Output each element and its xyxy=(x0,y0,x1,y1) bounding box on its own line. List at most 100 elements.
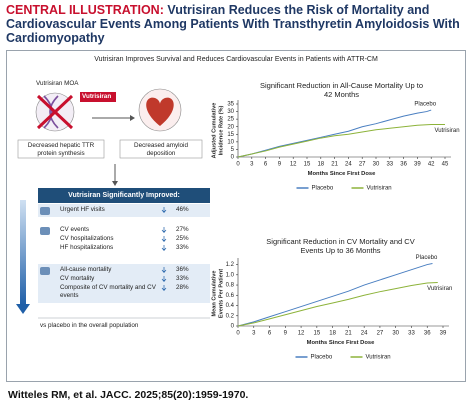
item-value: 36% xyxy=(176,266,189,273)
citation: Witteles RM, et al. JACC. 2025;85(20):19… xyxy=(8,389,249,401)
x-tick-label: 30 xyxy=(373,162,380,168)
down-icon xyxy=(161,227,167,234)
x-tick-label: 21 xyxy=(345,331,352,337)
series-line xyxy=(237,263,433,327)
y-tick-label: 0.6 xyxy=(226,293,235,299)
y-axis-label: Mean Cumulative Events Per Patient xyxy=(211,268,225,319)
x-tick-label: 12 xyxy=(290,162,297,168)
y-tick-label: 1.0 xyxy=(226,272,235,278)
chart-title: Significant Reduction in All-Cause Morta… xyxy=(260,81,423,99)
x-tick-label: 6 xyxy=(268,331,272,337)
drug-tag xyxy=(80,92,116,102)
x-tick-label: 9 xyxy=(284,331,288,337)
x-tick-label: 27 xyxy=(359,162,366,168)
down-icon xyxy=(161,245,167,252)
item-value: 33% xyxy=(176,275,189,282)
x-tick-label: 0 xyxy=(236,331,240,337)
item-label: CV events xyxy=(60,226,90,233)
y-tick-label: 0.2 xyxy=(226,313,235,319)
chart-title: Significant Reduction in CV Mortality an… xyxy=(266,237,415,255)
x-tick-label: 39 xyxy=(440,331,447,337)
group-icon xyxy=(40,227,50,235)
legend-label: Vutrisiran xyxy=(366,355,391,361)
x-tick-label: 9 xyxy=(278,162,282,168)
y-tick-label: 0.4 xyxy=(226,303,235,309)
x-tick-label: 0 xyxy=(236,162,240,168)
trend-arrow xyxy=(20,200,26,305)
item-value: 46% xyxy=(176,206,189,213)
effect-box xyxy=(17,139,105,159)
legend-label: Vutrisiran xyxy=(367,186,392,192)
item-label: Composite of CV mortality and CV events xyxy=(60,284,156,299)
down-icon xyxy=(161,267,167,274)
y-tick-label: 0 xyxy=(231,324,235,330)
x-tick-label: 15 xyxy=(304,162,311,168)
effect-box xyxy=(119,139,203,159)
note: vs placebo in the overall population xyxy=(40,322,139,329)
group-bg xyxy=(38,264,210,303)
series-line xyxy=(237,281,438,327)
down-icon xyxy=(161,207,167,214)
y-tick-label: 5 xyxy=(231,147,235,153)
block-x xyxy=(36,94,74,130)
x-tick-label: 15 xyxy=(314,331,321,337)
item-value: 28% xyxy=(176,284,189,291)
x-tick-label: 18 xyxy=(329,331,336,337)
drug-label: Vutrisiran xyxy=(82,93,112,100)
legend-label: Placebo xyxy=(311,355,333,361)
item-value: 27% xyxy=(176,226,189,233)
x-tick-label: 33 xyxy=(386,162,393,168)
effect: Decreased amyloid deposition xyxy=(134,142,188,157)
x-tick-label: 18 xyxy=(317,162,324,168)
x-tick-label: 33 xyxy=(408,331,415,337)
x-axis-label: Months Since First Dose xyxy=(306,340,375,346)
moa-title: Vutrisiran MOA xyxy=(36,80,79,87)
y-tick-label: 0 xyxy=(231,155,235,161)
x-tick-label: 36 xyxy=(424,331,431,337)
item-label: CV hospitalizations xyxy=(60,235,114,242)
trend-arrowhead xyxy=(16,304,30,314)
x-tick-label: 42 xyxy=(428,162,435,168)
group-bg xyxy=(38,224,210,255)
x-tick-label: 24 xyxy=(361,331,368,337)
x-tick-label: 30 xyxy=(392,331,399,337)
x-tick-label: 6 xyxy=(264,162,268,168)
down-icon xyxy=(161,285,167,292)
x-axis-label: Months Since First Dose xyxy=(307,171,376,177)
series-line xyxy=(237,109,432,158)
moa-arrowhead xyxy=(130,115,135,121)
group-bg xyxy=(38,204,210,217)
group-icon xyxy=(40,267,50,275)
item-label: HF hospitalizations xyxy=(60,244,114,251)
item-label: Urgent HF visits xyxy=(60,206,105,213)
y-tick-label: 25 xyxy=(227,117,234,123)
y-tick-label: 35 xyxy=(227,102,234,108)
y-tick-label: 20 xyxy=(227,124,234,130)
x-tick-label: 3 xyxy=(252,331,256,337)
heart xyxy=(146,97,174,126)
x-tick-label: 39 xyxy=(414,162,421,168)
y-tick-label: 30 xyxy=(227,109,234,115)
item-label: CV mortality xyxy=(60,275,95,282)
item-label: All-cause mortality xyxy=(60,266,112,273)
x-tick-label: 12 xyxy=(298,331,305,337)
y-tick-label: 1.2 xyxy=(226,262,235,268)
series-line xyxy=(237,123,445,158)
y-tick-label: 15 xyxy=(227,132,234,138)
y-axis-label: Adjusted Cumulative Incidence Rate (%) xyxy=(211,102,225,158)
line-label: Placebo xyxy=(414,102,436,108)
x-tick-label: 3 xyxy=(250,162,254,168)
down-arrowhead xyxy=(112,181,118,186)
group-icon xyxy=(40,207,50,215)
header-label: CENTRAL ILLUSTRATION: xyxy=(6,3,164,17)
y-tick-label: 10 xyxy=(227,139,234,145)
item-value: 25% xyxy=(176,235,189,242)
x-tick-label: 24 xyxy=(345,162,352,168)
x-tick-label: 45 xyxy=(442,162,449,168)
y-tick-label: 0.8 xyxy=(226,283,235,289)
line-label: Vutrisiran xyxy=(434,128,459,134)
x-tick-label: 27 xyxy=(377,331,384,337)
header: CENTRAL ILLUSTRATION: Vutrisiran Reduces… xyxy=(6,3,468,45)
